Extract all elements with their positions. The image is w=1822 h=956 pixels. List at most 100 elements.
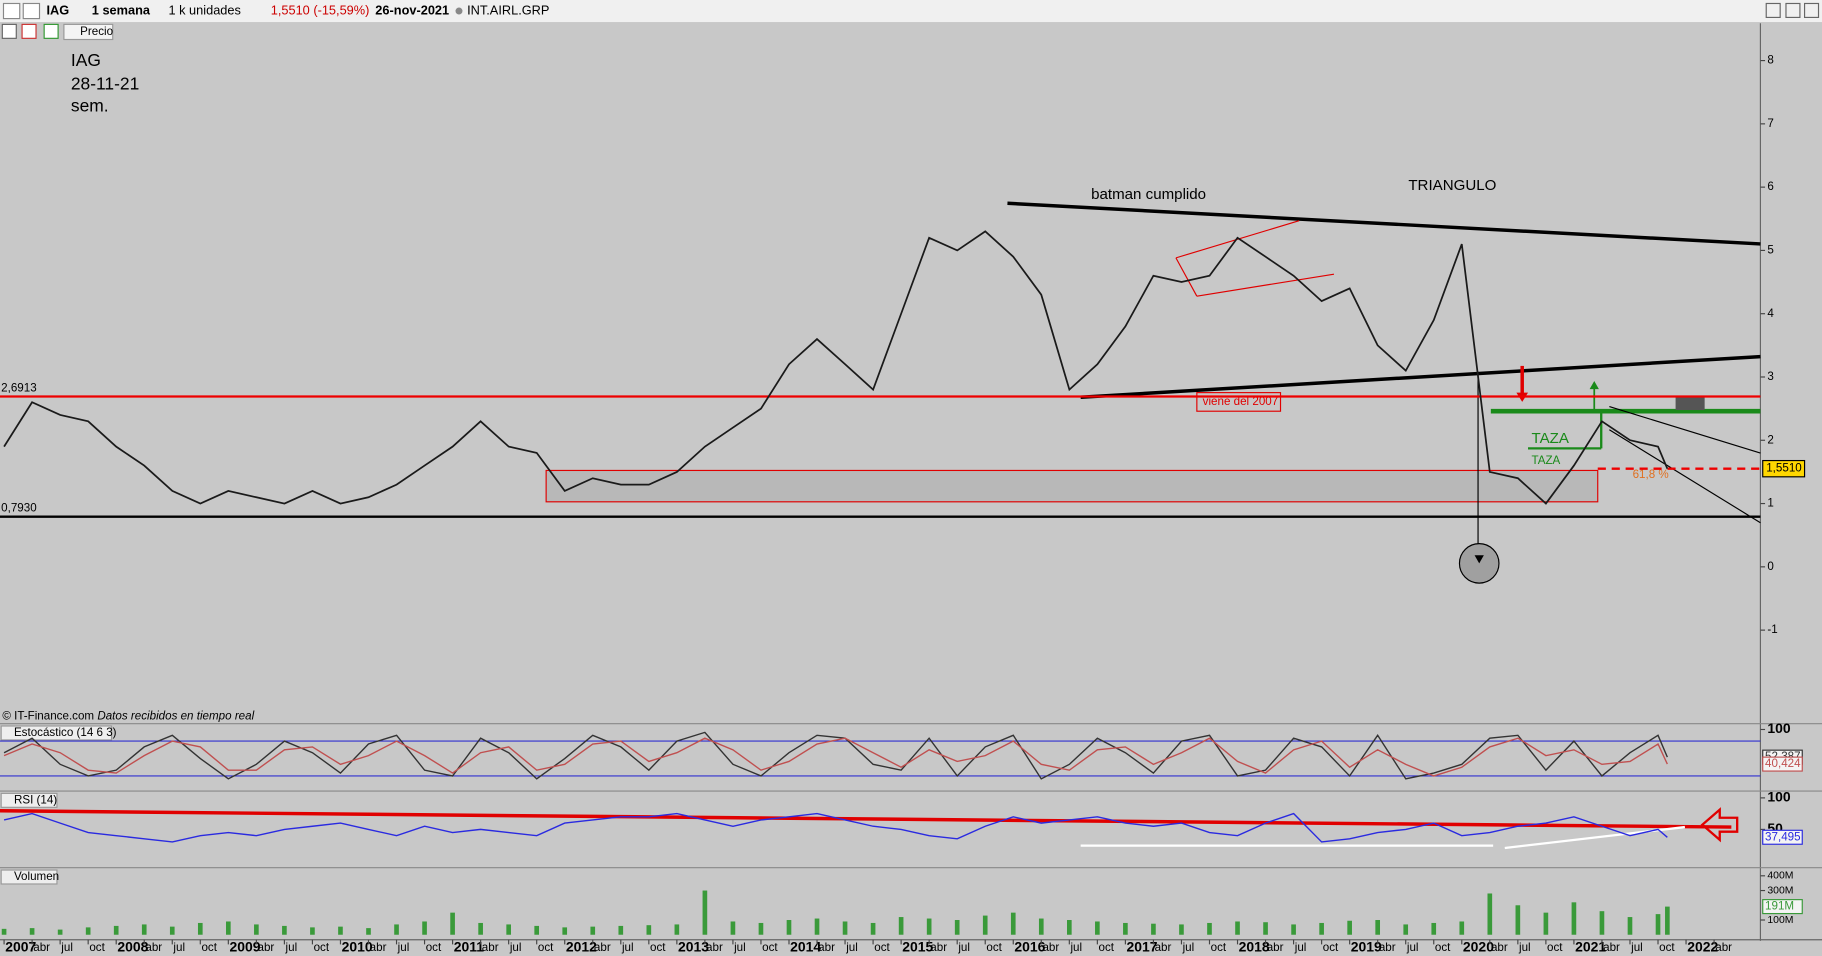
- volume-bar: [730, 921, 736, 935]
- volume-bar: [926, 918, 932, 935]
- minimize-button[interactable]: [1765, 2, 1781, 19]
- x-tick-label: jul: [397, 941, 410, 954]
- x-tick-label: jul: [1294, 941, 1307, 954]
- drawing-line: [1609, 406, 1761, 454]
- units-select[interactable]: 1 k unidades: [168, 2, 240, 17]
- x-tick-label: 2009: [229, 939, 260, 955]
- compare-button[interactable]: [22, 2, 41, 20]
- y-tick-label: 2: [1767, 433, 1773, 446]
- drawing-line: [1196, 273, 1335, 297]
- x-tick-label: oct: [201, 941, 217, 954]
- x-tick-label: abr: [1042, 941, 1059, 954]
- volume-bar: [85, 927, 91, 935]
- level-label: 0,7930: [1, 502, 37, 515]
- note: IAG: [71, 50, 101, 70]
- series-button[interactable]: [63, 23, 114, 41]
- instrument-name: INT.AIRL.GRP: [467, 2, 549, 17]
- x-tick-label: oct: [426, 941, 442, 954]
- volume-bar: [1403, 924, 1409, 935]
- note: 28-11-21: [71, 73, 139, 93]
- volume-bar: [982, 915, 988, 935]
- x-tick-label: jul: [733, 941, 746, 954]
- x-tick-label: oct: [1659, 941, 1675, 954]
- volume-bar: [1207, 922, 1212, 935]
- maximize-button[interactable]: [1785, 2, 1801, 19]
- volume-bar: [1179, 924, 1184, 935]
- x-tick-label: jul: [621, 941, 634, 954]
- x-tick-label: jul: [1406, 941, 1419, 954]
- volume-bar: [758, 922, 764, 935]
- volume-bar: [1655, 914, 1661, 935]
- marker-box: [1675, 397, 1705, 411]
- x-tick-label: 2007: [5, 939, 36, 955]
- drawing-line: [1080, 354, 1761, 400]
- symbol-select[interactable]: IAG: [46, 2, 69, 17]
- x-tick-label: jul: [845, 941, 858, 954]
- volume-bar: [422, 921, 427, 935]
- annotation: viene del 2007: [1203, 395, 1279, 408]
- volume-bar: [1066, 920, 1072, 935]
- x-tick-label: abr: [1155, 941, 1172, 954]
- arrow-down: [1474, 555, 1484, 564]
- panel-title-box: [0, 869, 58, 885]
- x-tick-label: jul: [1630, 941, 1643, 954]
- series-line: [3, 737, 1668, 777]
- x-tick-label: 2022: [1687, 939, 1718, 955]
- volume-bar: [366, 928, 371, 935]
- volume-bar: [169, 926, 175, 935]
- chart-type-button[interactable]: [2, 2, 21, 20]
- volume-bar: [1543, 912, 1549, 935]
- volume-bar: [1375, 920, 1381, 935]
- volume-bar: [842, 921, 848, 935]
- x-tick-label: 2016: [1014, 939, 1045, 955]
- x-tick-label: abr: [370, 941, 387, 954]
- panel-title: Volumen: [14, 870, 59, 883]
- annotation: TAZA: [1532, 430, 1570, 447]
- tool-button[interactable]: [21, 23, 37, 39]
- volume-bar: [450, 912, 455, 935]
- volume-bar: [1515, 905, 1521, 935]
- volume-bar: [1038, 918, 1044, 935]
- last-value-tag: [1762, 829, 1803, 845]
- x-tick-label: 2017: [1127, 939, 1158, 955]
- volume-bar: [1, 928, 7, 935]
- x-tick-label: oct: [538, 941, 554, 954]
- volume-bar: [226, 921, 231, 935]
- tool-button[interactable]: [43, 23, 59, 39]
- volume-bar: [113, 925, 119, 935]
- x-tick-label: abr: [33, 941, 50, 954]
- label-box: [1196, 392, 1282, 412]
- volume-bar: [29, 928, 35, 935]
- x-tick-label: 2019: [1351, 939, 1382, 955]
- volume-bar: [1599, 911, 1605, 935]
- volume-bar: [282, 925, 287, 935]
- volume-bar: [197, 922, 203, 935]
- period-select[interactable]: 1 semana: [92, 2, 151, 17]
- x-tick-label: jul: [1069, 941, 1082, 954]
- last-value-label: 37,495: [1765, 830, 1801, 843]
- y-tick-label: 3: [1767, 370, 1773, 383]
- toolbar: [0, 0, 1822, 23]
- tool-button[interactable]: [1, 23, 17, 39]
- volume-bar: [310, 927, 315, 935]
- source-note: Datos recibidos en tiempo real: [97, 710, 254, 723]
- volume-bar: [870, 922, 876, 935]
- drawing-line: [1175, 257, 1198, 297]
- volume-bar: [1665, 906, 1670, 935]
- x-tick-label: 2014: [790, 939, 821, 955]
- x-tick-label: jul: [957, 941, 970, 954]
- arrow-up: [1589, 381, 1599, 390]
- x-tick-label: oct: [1435, 941, 1451, 954]
- source-site: © IT-Finance.com: [2, 710, 94, 723]
- x-tick-label: abr: [258, 941, 275, 954]
- volume-bar: [1431, 922, 1437, 935]
- x-tick-label: abr: [1379, 941, 1396, 954]
- source: © IT-Finance.com Datos recibidos en tiem…: [2, 710, 254, 723]
- close-button[interactable]: [1803, 2, 1820, 19]
- x-tick-label: abr: [1603, 941, 1620, 954]
- volume-bar: [506, 924, 511, 935]
- y-tick-label: 100: [1767, 720, 1791, 736]
- volume-bar: [478, 922, 483, 935]
- x-tick-label: oct: [650, 941, 666, 954]
- last-value-tag: [1762, 899, 1803, 915]
